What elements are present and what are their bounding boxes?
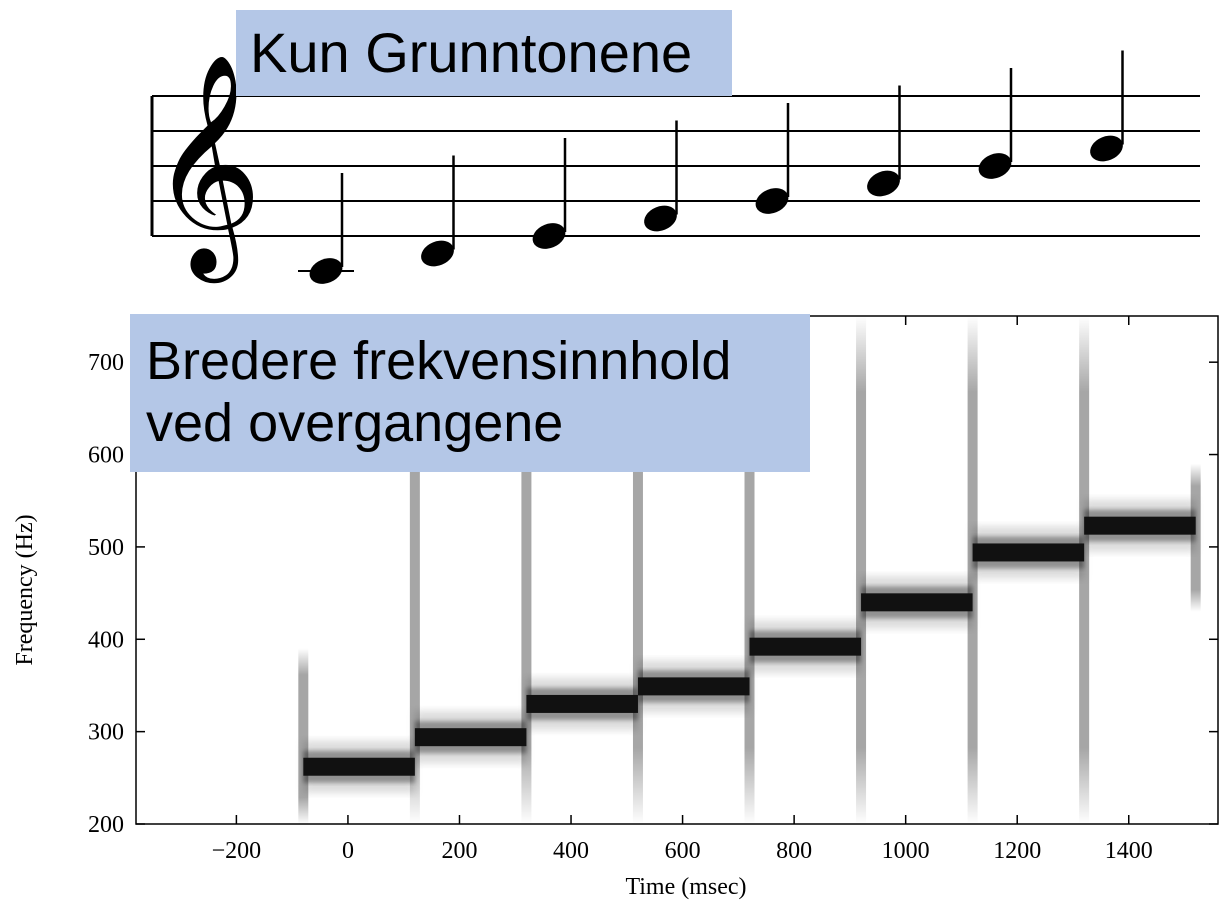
tone-band-4 <box>637 677 750 696</box>
transition-burst <box>298 648 309 824</box>
transition-burst <box>744 316 755 824</box>
notehead <box>755 188 789 214</box>
notehead <box>978 153 1012 179</box>
x-tick-label: 1000 <box>882 838 930 864</box>
notehead <box>1090 135 1123 162</box>
transition-burst <box>967 316 978 824</box>
staff-note-B4 <box>978 68 1013 179</box>
tone-bands <box>303 516 1196 776</box>
annotation-line-1: Bredere frekvensinnhold <box>146 331 732 391</box>
transition-burst <box>1079 316 1090 824</box>
music-staff: 𝄞 <box>150 50 1200 284</box>
y-tick-label: 700 <box>88 350 124 376</box>
x-axis-ticks: −200 0 200 400 600 800 1000 1200 1400 <box>212 316 1153 864</box>
spectrogram-chart: −200 0 200 400 600 800 1000 1200 1400 200 300 400 5… <box>12 315 1219 900</box>
notehead <box>644 205 677 232</box>
staff-note-C5 <box>1090 50 1124 162</box>
transition-burst <box>521 316 532 824</box>
staff-note-G4 <box>755 103 790 214</box>
x-tick-label: 200 <box>441 838 477 864</box>
tone-band-3 <box>526 694 638 713</box>
tone-band-7 <box>972 543 1085 562</box>
x-tick-label: 1200 <box>993 838 1041 864</box>
staff-note-A4 <box>867 85 901 197</box>
y-tick-label: 200 <box>88 812 124 838</box>
y-tick-label: 600 <box>88 443 124 469</box>
notehead <box>421 240 454 267</box>
x-tick-label: 0 <box>342 838 354 864</box>
x-tick-label: 400 <box>553 838 589 864</box>
staff-label: Kun Grunntonene <box>250 21 693 84</box>
staff-note-E4 <box>532 138 567 249</box>
y-axis-ticks: 200 300 400 500 600 700 <box>88 350 1218 838</box>
transition-bursts <box>298 316 1201 824</box>
transition-burst <box>1190 463 1201 612</box>
staff-label-box: Kun Grunntonene <box>236 10 732 96</box>
x-tick-label: 800 <box>776 838 812 864</box>
y-tick-label: 400 <box>88 627 124 653</box>
x-tick-label: 600 <box>665 838 701 864</box>
x-axis-label: Time (msec) <box>625 874 746 900</box>
tone-band-5 <box>749 637 862 656</box>
staff-note-D4 <box>421 155 455 267</box>
transition-burst <box>856 316 867 824</box>
staff-note-F4 <box>644 120 678 232</box>
annotation-line-2: ved overgangene <box>146 393 564 453</box>
transition-burst <box>409 316 420 824</box>
y-axis-label: Frequency (Hz) <box>12 514 38 665</box>
y-tick-label: 500 <box>88 535 124 561</box>
tone-band-8 <box>1084 516 1196 535</box>
notehead <box>867 170 900 197</box>
tone-band-1 <box>303 757 415 776</box>
transition-burst <box>632 316 643 824</box>
tone-band-2 <box>414 728 527 747</box>
annotation-box: Bredere frekvensinnhold ved overgangene <box>130 314 810 472</box>
tone-band-6 <box>861 593 973 612</box>
notehead <box>532 223 566 249</box>
x-tick-label: −200 <box>212 838 262 864</box>
staff-note-C4 <box>298 173 354 284</box>
y-tick-label: 300 <box>88 720 124 746</box>
x-tick-label: 1400 <box>1105 838 1153 864</box>
